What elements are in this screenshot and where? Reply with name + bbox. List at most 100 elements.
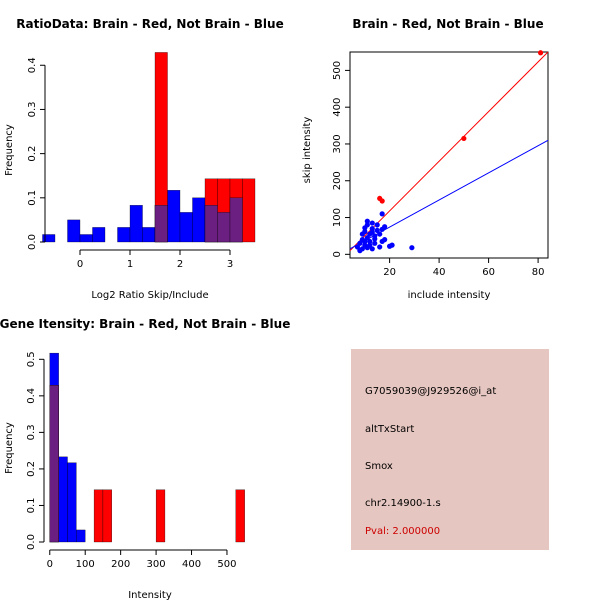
gene-intensity-histogram-x-tick-label: 100 xyxy=(76,559,95,570)
ratio-histogram-xlabel: Log2 Ratio Skip/Include xyxy=(91,290,208,301)
ratio-histogram-y-tick-label: 0.3 xyxy=(27,101,38,117)
ratio-histogram-y-tick-label: 0.2 xyxy=(27,146,38,162)
scatter-point-blue xyxy=(377,231,383,237)
scatter-point-blue xyxy=(389,242,395,248)
ratio-histogram-x-tick-label: 1 xyxy=(127,259,133,270)
scatter-point-blue xyxy=(364,235,370,241)
ratio-histogram-bar-not-brain xyxy=(192,197,206,243)
scatter-point-red xyxy=(379,198,385,204)
gene-intensity-histogram-bar-not-brain xyxy=(58,456,68,543)
gene-intensity-histogram-y-tick-label: 0.0 xyxy=(26,534,37,550)
scatter-xlabel: include intensity xyxy=(408,290,491,301)
scatter-point-blue xyxy=(367,242,373,248)
scatter-points xyxy=(354,50,544,254)
ratio-histogram-bar-overlap xyxy=(154,205,168,243)
probe-info-panel: G7059039@J929526@i_at altTxStart Smox ch… xyxy=(351,349,549,550)
ratio-histogram-bar-not-brain xyxy=(79,234,93,243)
ratio-histogram-bar-not-brain xyxy=(42,234,56,243)
ratio-histogram-bar-not-brain xyxy=(67,219,81,243)
scatter-fit-lines xyxy=(349,51,549,251)
scatter-x-tick-label: 80 xyxy=(532,267,545,278)
gene-intensity-x-axis: 0 100 200 300 400 500 xyxy=(47,549,237,570)
gene-intensity-histogram-bar-brain xyxy=(235,489,245,543)
scatter-ylabel: skip intensity xyxy=(302,117,313,184)
scatter-point-blue xyxy=(382,237,388,243)
gene-intensity-histogram-x-tick-label: 500 xyxy=(217,559,236,570)
scatter-x-tick-label: 20 xyxy=(383,267,396,278)
gene-intensity-histogram-bar-brain xyxy=(102,489,112,543)
gene-intensity-histogram-bar-overlap xyxy=(49,385,59,543)
gene-intensity-histogram-x-tick-label: 0 xyxy=(47,559,53,570)
scatter-y-tick-label: 200 xyxy=(332,171,343,190)
gene-intensity-histogram-y-tick-label: 0.4 xyxy=(26,388,37,404)
gene-name: Smox xyxy=(365,461,393,472)
scatter-point-blue xyxy=(377,244,383,250)
scatter-x-tick-label: 40 xyxy=(433,267,446,278)
ratio-histogram-y-tick-label: 0.0 xyxy=(27,234,38,250)
gene-intensity-histogram-x-tick-label: 300 xyxy=(147,559,166,570)
ratio-histogram-bar-not-brain xyxy=(117,227,131,243)
ratio-histogram-bar-overlap xyxy=(229,197,243,243)
probe-id: G7059039@J929526@i_at xyxy=(365,386,497,397)
scatter-point-blue xyxy=(409,245,415,251)
scatter-point-blue xyxy=(374,222,380,228)
scatter-x-tick-label: 60 xyxy=(482,267,495,278)
event-type: altTxStart xyxy=(365,424,415,435)
ratio-histogram-bars xyxy=(42,52,256,243)
intensity-scatter-title: Brain - Red, Not Brain - Blue xyxy=(352,17,543,31)
fit-line-red xyxy=(349,51,549,251)
scatter-point-blue xyxy=(357,240,363,246)
scatter-point-blue xyxy=(359,246,365,252)
gene-intensity-histogram-bar-not-brain xyxy=(67,462,77,543)
gene-intensity-histogram-bar-not-brain xyxy=(76,529,86,543)
gene-intensity-histogram-y-tick-label: 0.3 xyxy=(26,424,37,440)
gene-intensity-panel: Gene Itensity: Brain - Red, Not Brain - … xyxy=(0,317,290,600)
scatter-y-tick-label: 400 xyxy=(332,98,343,117)
scatter-plot-box xyxy=(349,51,549,259)
ratio-histogram-y-tick-label: 0.1 xyxy=(27,190,38,206)
intensity-scatter-panel: Brain - Red, Not Brain - Blue 20 40 60 80 0… xyxy=(302,17,549,301)
gene-intensity-title: Gene Itensity: Brain - Red, Not Brain - … xyxy=(0,317,290,331)
scatter-point-blue xyxy=(364,222,370,228)
scatter-point-blue xyxy=(362,228,368,235)
ratio-histogram-x-tick-label: 0 xyxy=(77,259,83,270)
ratio-histogram-bar-overlap xyxy=(204,205,218,243)
gene-intensity-xlabel: Intensity xyxy=(128,590,172,600)
scatter-y-tick-label: 300 xyxy=(332,134,343,153)
scatter-point-blue xyxy=(369,220,375,226)
ratio-histogram-x-tick-label: 3 xyxy=(227,259,233,270)
scatter-point-blue xyxy=(354,244,361,250)
scatter-x-axis: 20 40 60 80 xyxy=(383,258,544,278)
gene-intensity-y-axis: 0.0 0.1 0.2 0.3 0.4 0.5 xyxy=(26,351,45,550)
ratio-histogram-bar-not-brain xyxy=(179,212,193,243)
ratio-histogram-bar-not-brain xyxy=(129,205,143,243)
scatter-point-blue xyxy=(372,233,378,239)
scatter-point-blue xyxy=(367,238,373,245)
ratio-histogram-y-axis: 0.0 0.1 0.2 0.3 0.4 xyxy=(27,57,46,250)
gene-intensity-histogram-x-tick-label: 200 xyxy=(111,559,130,570)
scatter-point-blue xyxy=(369,229,375,235)
genomic-location: chr2.14900-1.s xyxy=(365,498,441,509)
ratio-histogram-y-tick-label: 0.4 xyxy=(27,57,38,73)
gene-intensity-histogram-bar-brain xyxy=(155,489,166,543)
ratio-histogram-ylabel: Frequency xyxy=(4,124,15,176)
gene-intensity-histogram-y-tick-label: 0.5 xyxy=(26,351,37,367)
gene-intensity-histogram-bar-brain xyxy=(93,489,104,543)
p-value: Pval: 2.000000 xyxy=(365,526,441,537)
gene-intensity-histogram-x-tick-label: 400 xyxy=(182,559,201,570)
scatter-point-blue xyxy=(379,211,385,217)
scatter-point-blue xyxy=(374,227,380,234)
ratio-histogram-bar-not-brain xyxy=(92,227,106,243)
scatter-point-blue xyxy=(372,240,378,246)
scatter-y-axis: 0 100 200 300 400 500 xyxy=(332,61,350,258)
gene-intensity-ylabel: Frequency xyxy=(4,422,15,474)
ratio-histogram-title: RatioData: Brain - Red, Not Brain - Blue xyxy=(16,17,283,31)
ratio-histogram-bar-not-brain xyxy=(142,227,156,243)
gene-intensity-histogram-y-tick-label: 0.1 xyxy=(26,498,37,514)
scatter-point-red xyxy=(461,135,467,142)
scatter-point-blue xyxy=(369,246,375,252)
scatter-y-tick-label: 0 xyxy=(332,251,343,257)
ratio-histogram-x-axis: 0 1 2 3 xyxy=(77,249,233,270)
scatter-point-red xyxy=(537,50,544,56)
